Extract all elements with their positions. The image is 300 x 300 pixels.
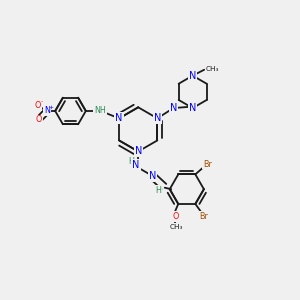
Text: O: O (172, 212, 178, 221)
Text: N: N (154, 113, 161, 123)
Text: O: O (34, 101, 41, 110)
Text: CH₃: CH₃ (169, 224, 183, 230)
Text: NH: NH (94, 106, 106, 116)
Text: N: N (149, 171, 156, 181)
Text: N: N (134, 146, 142, 157)
Text: +: + (48, 105, 53, 110)
Text: Br: Br (199, 212, 208, 221)
Text: N: N (189, 71, 196, 81)
Text: N: N (132, 160, 140, 170)
Text: N: N (189, 103, 196, 113)
Text: CH₃: CH₃ (206, 66, 219, 72)
Text: N: N (44, 106, 50, 116)
Text: Br: Br (203, 160, 212, 169)
Text: N: N (116, 113, 123, 123)
Text: H: H (128, 157, 134, 166)
Text: H: H (155, 185, 161, 194)
Text: N: N (170, 103, 177, 113)
Text: -: - (40, 99, 43, 104)
Text: O: O (35, 115, 42, 124)
